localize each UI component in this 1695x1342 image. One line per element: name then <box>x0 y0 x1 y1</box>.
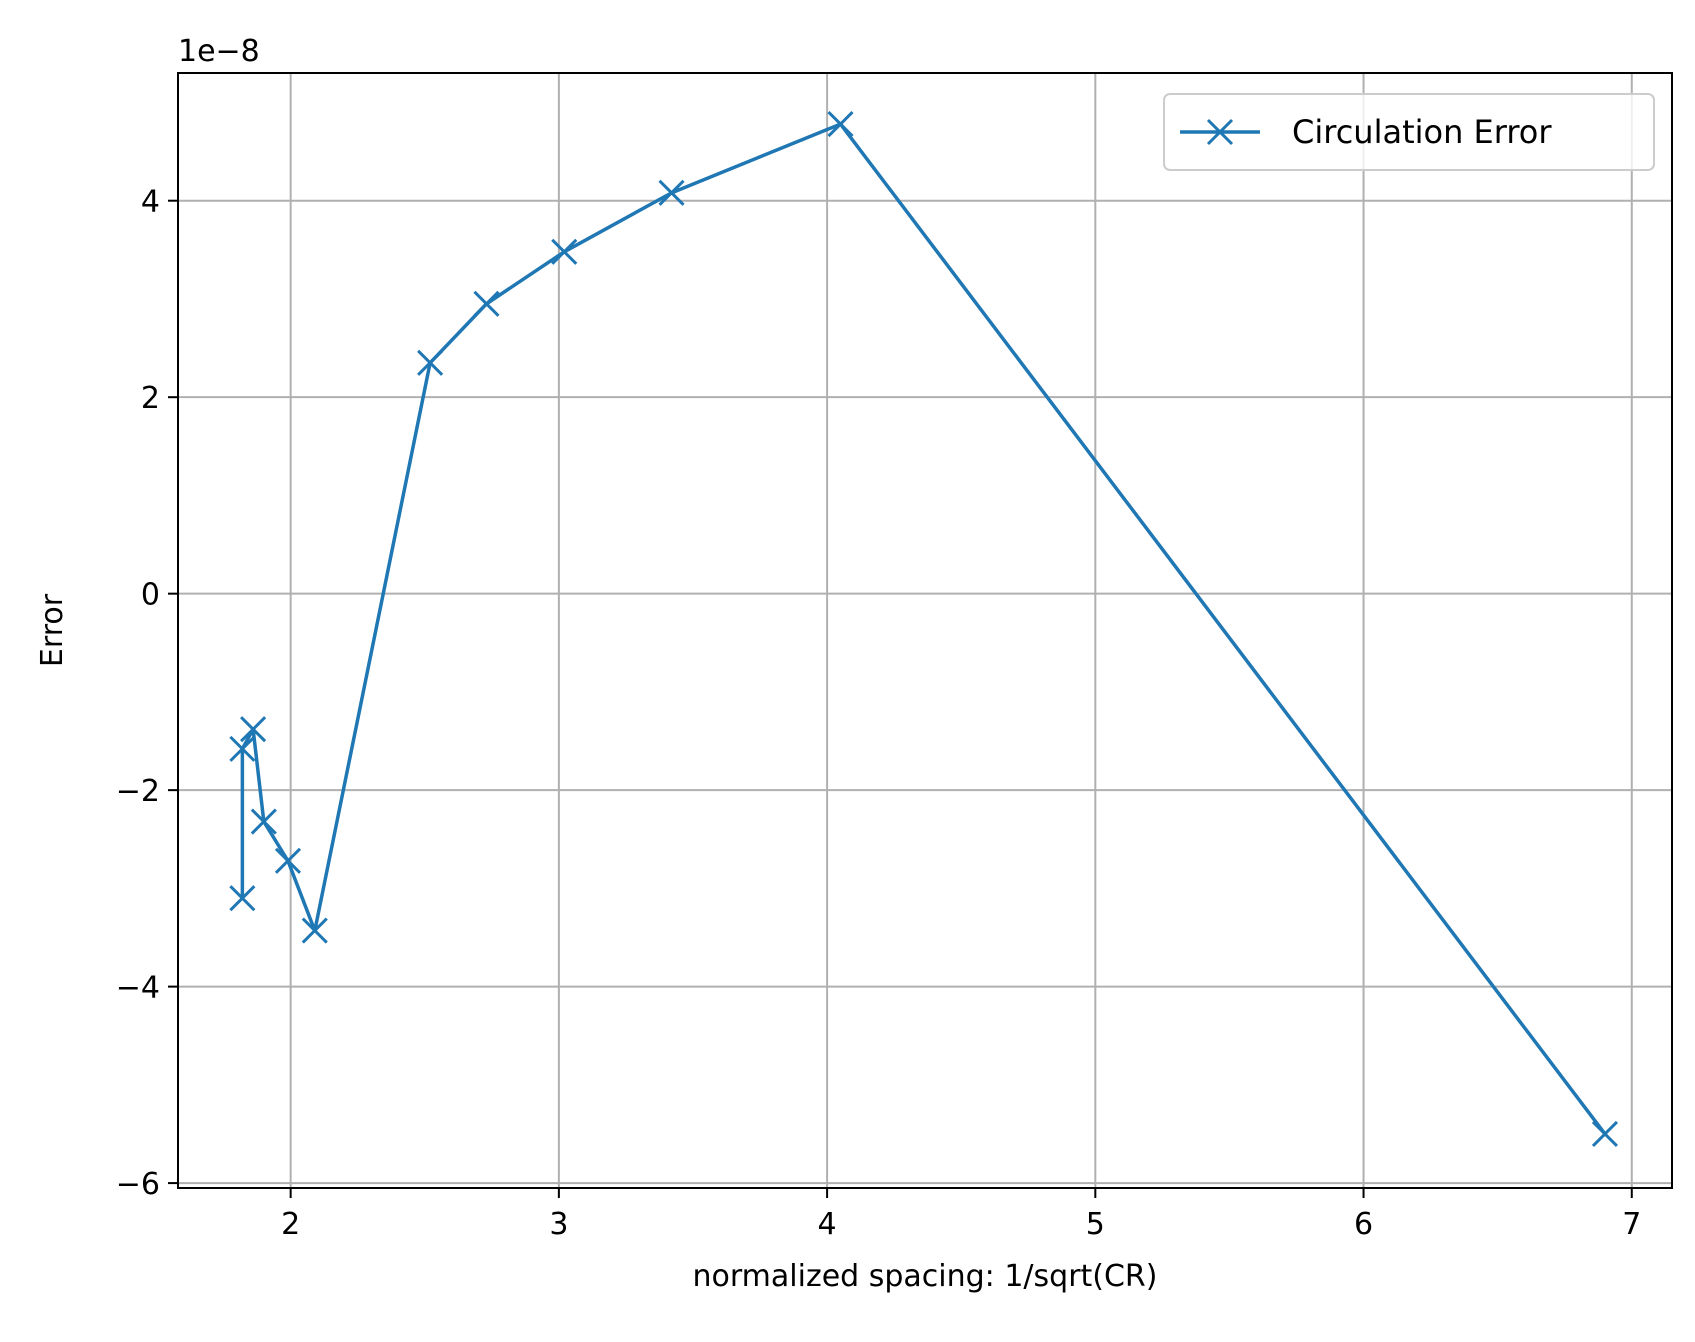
x-tick-label: 6 <box>1354 1207 1373 1242</box>
marker-stroke <box>551 238 578 265</box>
grid-lines <box>178 73 1672 1188</box>
marker-stroke <box>229 885 256 912</box>
data-point-marker <box>301 917 328 944</box>
data-point-marker <box>473 290 500 317</box>
data-point-marker <box>827 111 854 138</box>
marker-stroke <box>1206 118 1234 146</box>
y-tick-label: 0 <box>141 578 160 613</box>
plot-frame <box>177 72 1673 1189</box>
marker-stroke <box>473 290 500 317</box>
series-layer <box>229 111 1619 1148</box>
x-tick-label: 7 <box>1622 1207 1641 1242</box>
data-point-marker <box>229 735 256 762</box>
y-axis-label: Error <box>35 593 70 667</box>
marker-stroke <box>1591 1120 1619 1148</box>
x-tick-label: 5 <box>1086 1207 1105 1242</box>
marker-stroke <box>250 808 277 835</box>
marker-stroke <box>301 917 328 944</box>
data-point-marker <box>1591 1120 1619 1148</box>
y-tick-label: 2 <box>141 381 160 416</box>
legend-label-circulation-error: Circulation Error <box>1292 113 1552 151</box>
marker-stroke <box>240 716 267 743</box>
legend-marker-x <box>1206 118 1234 146</box>
y-offset-label: 1e−8 <box>178 34 260 69</box>
y-tick-label: 4 <box>141 185 160 220</box>
data-point-marker <box>551 238 578 265</box>
y-tick-label: −4 <box>116 971 160 1006</box>
tick-layer: 2 3 4 5 6 7 −6 −4 −2 0 2 4 <box>116 185 1642 1242</box>
x-tick-label: 4 <box>818 1207 837 1242</box>
x-tick-label: 2 <box>281 1207 300 1242</box>
legend-box <box>1163 93 1655 171</box>
x-axis-label: normalized spacing: 1/sqrt(CR) <box>693 1259 1158 1294</box>
y-tick-label: −2 <box>116 774 160 809</box>
data-point-marker <box>229 885 256 912</box>
x-tick-label: 3 <box>549 1207 568 1242</box>
marker-stroke <box>417 349 444 376</box>
marker-stroke <box>827 111 854 138</box>
data-point-marker <box>240 716 267 743</box>
marker-stroke <box>274 847 302 874</box>
marker-stroke <box>229 735 256 762</box>
legend: Circulation Error <box>1163 93 1655 171</box>
data-point-marker <box>274 847 302 874</box>
data-point-marker <box>417 349 444 376</box>
marker-stroke <box>658 179 685 206</box>
y-tick-label: −6 <box>116 1167 160 1202</box>
data-point-marker <box>658 179 685 206</box>
data-point-marker <box>250 808 277 835</box>
